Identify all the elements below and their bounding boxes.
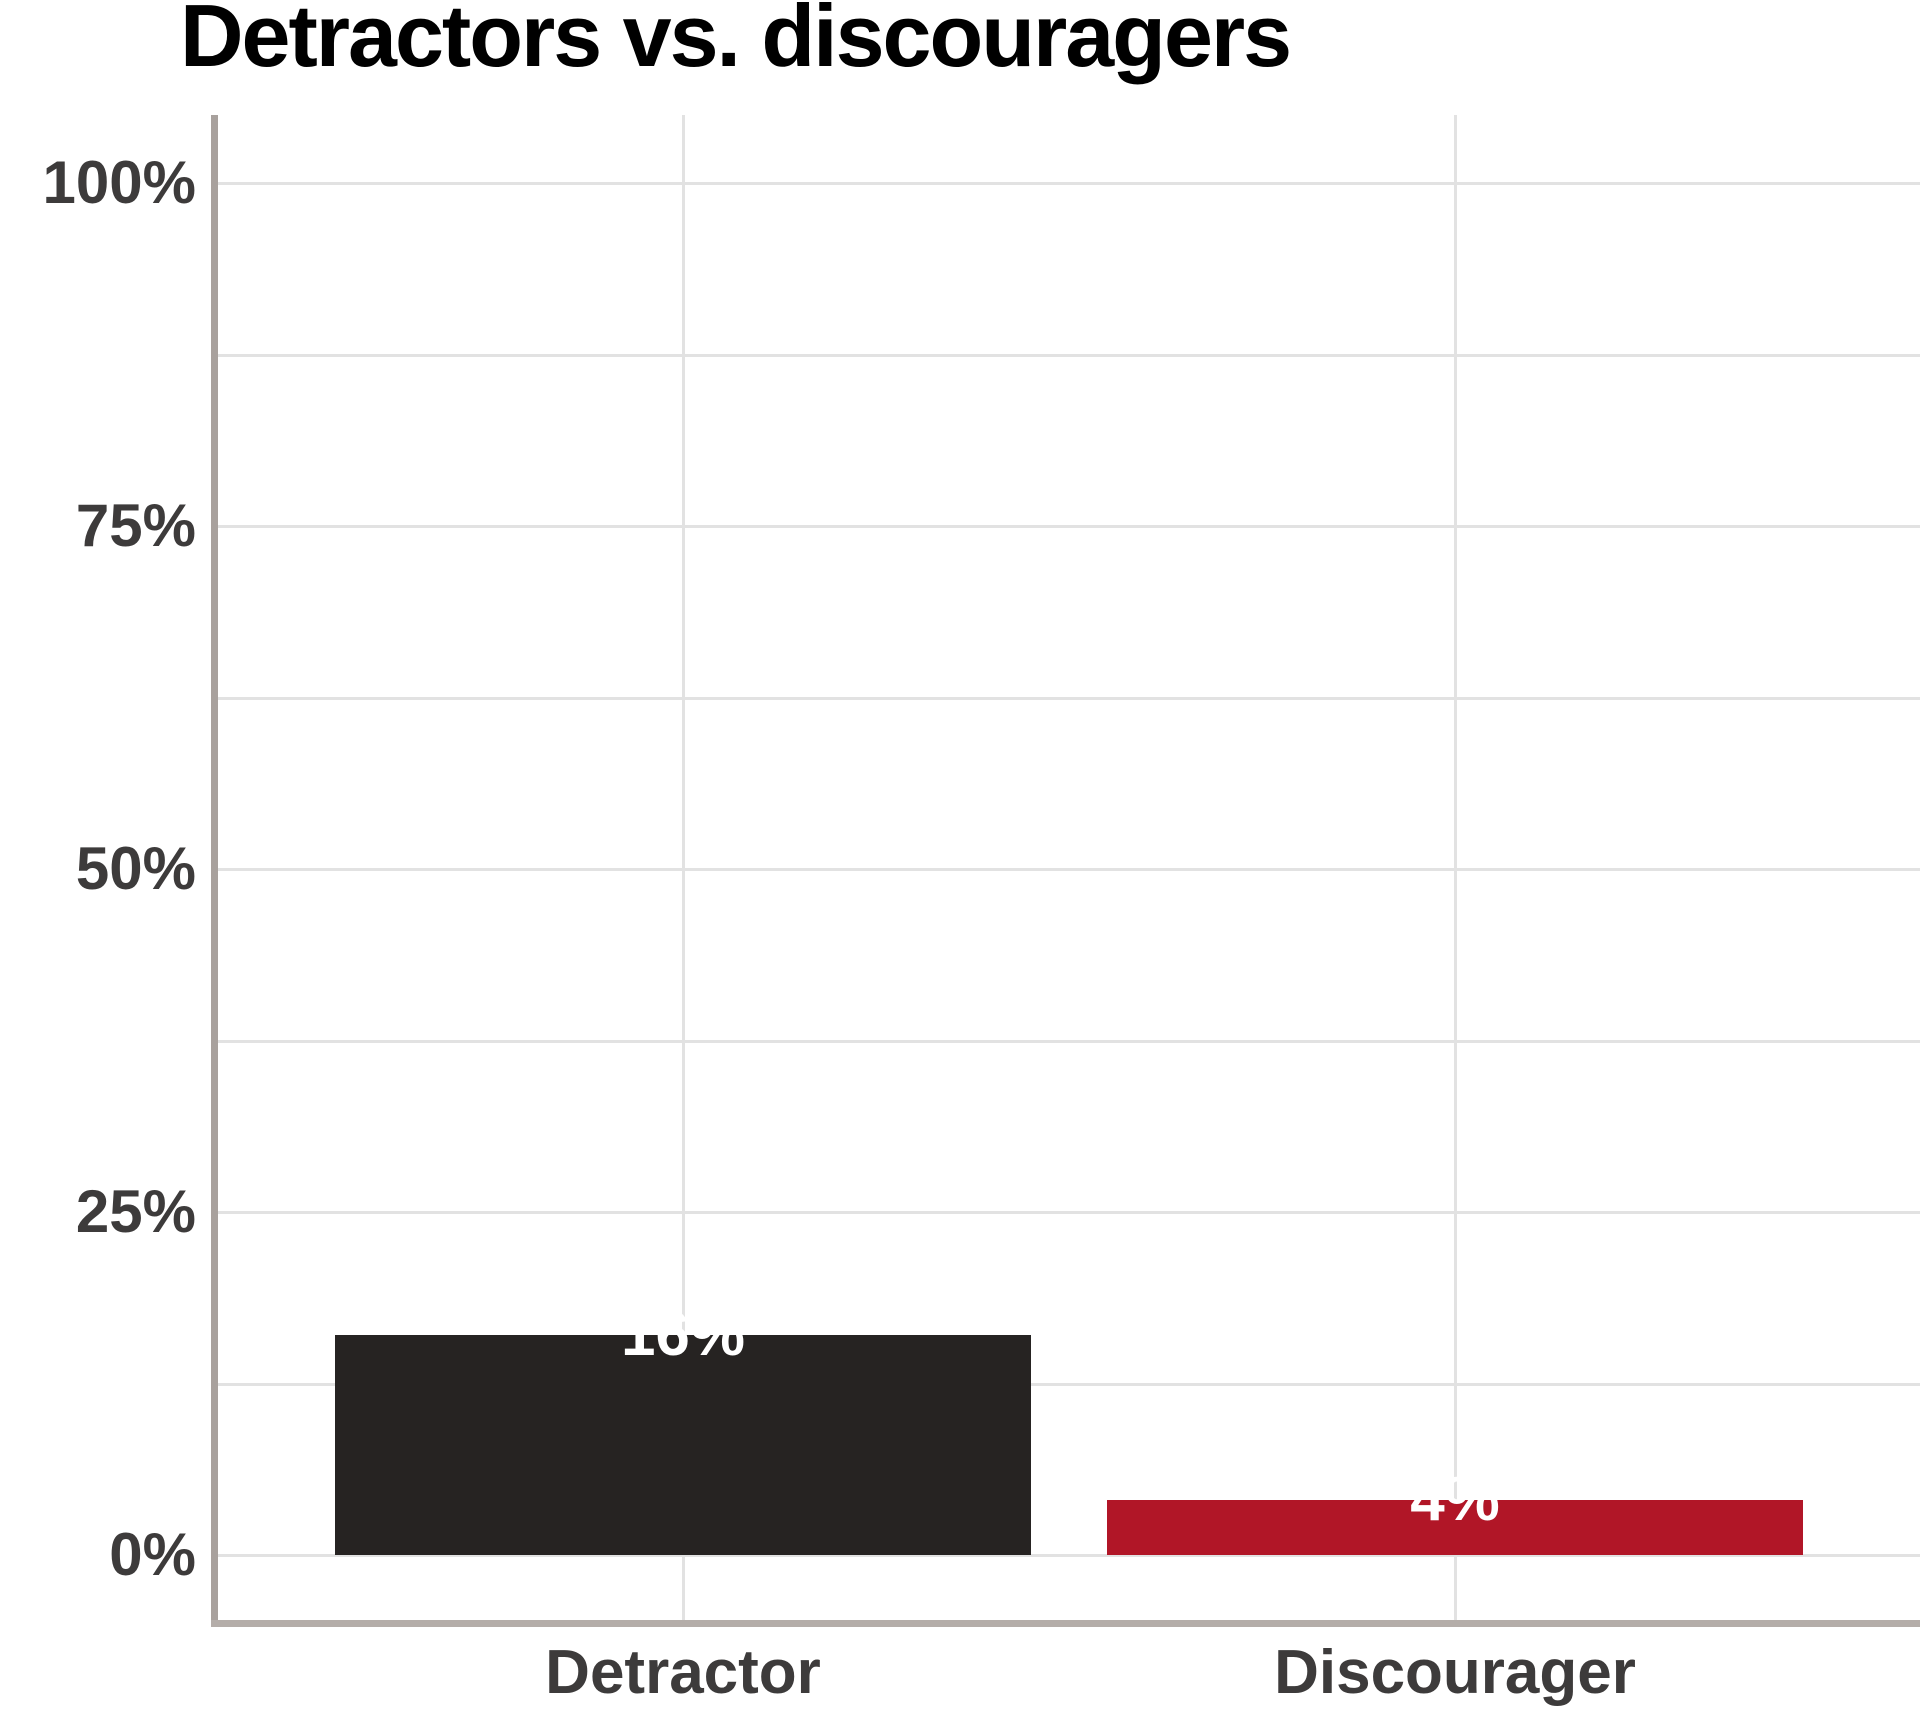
y-axis-line xyxy=(211,115,218,1627)
y-axis-tick-label: 0% xyxy=(109,1521,196,1588)
bar-discourager xyxy=(1107,1500,1803,1555)
gridline-horizontal xyxy=(218,182,1920,185)
gridline-horizontal xyxy=(218,696,1920,700)
x-category-label: Discourager xyxy=(1274,1638,1636,1707)
gridline-horizontal xyxy=(218,525,1920,528)
x-axis-line xyxy=(211,1620,1920,1627)
y-axis-tick-label: 25% xyxy=(75,1178,196,1245)
bar-value-label: 16% xyxy=(620,1300,746,1370)
gridline-horizontal xyxy=(218,1554,1920,1557)
plot-area: 0% 25% 50% 75% 100% 16% Detractor 4% Discourager xyxy=(43,115,1920,1707)
bar-detractor xyxy=(335,1335,1031,1555)
gridline-horizontal xyxy=(218,1039,1920,1043)
chart-title: Detractors vs. discouragers xyxy=(180,0,1292,85)
gridline-horizontal xyxy=(218,1211,1920,1214)
gridline-vertical xyxy=(1454,115,1457,1620)
bar-value-label: 4% xyxy=(1410,1465,1500,1535)
gridline-horizontal xyxy=(218,353,1920,357)
gridline-horizontal xyxy=(218,1382,1920,1386)
y-axis-tick-label: 50% xyxy=(75,835,196,902)
y-axis-tick-label: 75% xyxy=(75,492,196,559)
gridline-horizontal xyxy=(218,868,1920,871)
gridline-vertical xyxy=(682,115,685,1620)
x-category-label: Detractor xyxy=(545,1638,821,1707)
y-axis-tick-label: 100% xyxy=(42,149,196,216)
